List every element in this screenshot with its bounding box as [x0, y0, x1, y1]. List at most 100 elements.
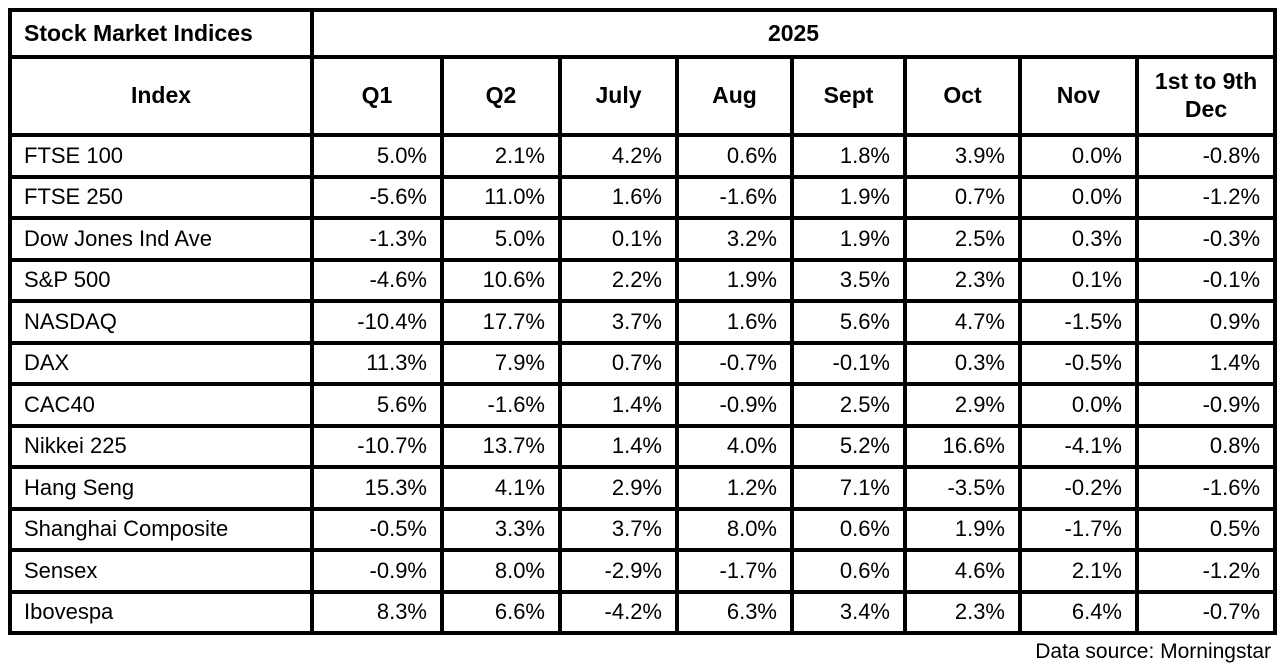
value-cell: 6.6%	[440, 589, 562, 635]
value-cell: -5.6%	[310, 174, 444, 220]
value-cell: 1.8%	[790, 133, 907, 179]
table-title: Stock Market Indices	[8, 8, 314, 59]
value-cell: -1.7%	[1018, 506, 1139, 552]
value-cell: 5.2%	[790, 423, 907, 469]
value-cell: 5.0%	[310, 133, 444, 179]
stock-indices-table: Stock Market Indices 2025 Index Q1 Q2 Ju…	[8, 8, 1278, 635]
value-cell: 16.6%	[903, 423, 1022, 469]
value-cell: 7.1%	[790, 465, 907, 511]
value-cell: 4.7%	[903, 299, 1022, 345]
value-cell: 6.3%	[675, 589, 794, 635]
index-name-cell: Dow Jones Ind Ave	[8, 216, 314, 262]
table-row: CAC40 5.6% -1.6% 1.4% -0.9% 2.5% 2.9% 0.0% -0.9%	[8, 382, 1278, 428]
index-name-cell: NASDAQ	[8, 299, 314, 345]
index-name-cell: FTSE 250	[8, 174, 314, 220]
value-cell: 2.1%	[440, 133, 562, 179]
table-head: Stock Market Indices 2025 Index Q1 Q2 Ju…	[8, 8, 1278, 137]
table-row: Dow Jones Ind Ave -1.3% 5.0% 0.1% 3.2% 1.9% 2.…	[8, 216, 1278, 262]
table-row: Sensex -0.9% 8.0% -2.9% -1.7% 0.6% 4.6% 2.1% -1.…	[8, 548, 1278, 594]
value-cell: 11.0%	[440, 174, 562, 220]
value-cell: 4.1%	[440, 465, 562, 511]
title-row: Stock Market Indices 2025	[8, 8, 1278, 59]
table-row: S&P 500 -4.6% 10.6% 2.2% 1.9% 3.5% 2.3% 0.1% -0.…	[8, 257, 1278, 303]
value-cell: 4.0%	[675, 423, 794, 469]
value-cell: -4.6%	[310, 257, 444, 303]
table-row: Hang Seng 15.3% 4.1% 2.9% 1.2% 7.1% -3.5% -0.2%…	[8, 465, 1278, 511]
value-cell: 2.2%	[558, 257, 679, 303]
value-cell: 0.0%	[1018, 382, 1139, 428]
column-header-q1: Q1	[310, 55, 444, 137]
value-cell: 0.6%	[790, 548, 907, 594]
value-cell: -4.2%	[558, 589, 679, 635]
value-cell: -1.6%	[1134, 465, 1278, 511]
index-name-cell: Sensex	[8, 548, 314, 594]
value-cell: -1.2%	[1134, 548, 1278, 594]
column-header-index: Index	[8, 55, 314, 137]
value-cell: -0.7%	[1134, 589, 1278, 635]
value-cell: 3.2%	[675, 216, 794, 262]
value-cell: 3.7%	[558, 299, 679, 345]
index-name-cell: Shanghai Composite	[8, 506, 314, 552]
column-header-aug: Aug	[675, 55, 794, 137]
value-cell: 3.5%	[790, 257, 907, 303]
value-cell: 2.5%	[790, 382, 907, 428]
value-cell: -1.2%	[1134, 174, 1278, 220]
value-cell: -0.9%	[1134, 382, 1278, 428]
value-cell: 8.0%	[440, 548, 562, 594]
value-cell: 0.9%	[1134, 299, 1278, 345]
value-cell: 0.3%	[903, 340, 1022, 386]
value-cell: -0.9%	[675, 382, 794, 428]
value-cell: 1.2%	[675, 465, 794, 511]
value-cell: -0.7%	[675, 340, 794, 386]
value-cell: -0.1%	[790, 340, 907, 386]
value-cell: 2.3%	[903, 257, 1022, 303]
table-row: Shanghai Composite -0.5% 3.3% 3.7% 8.0% 0.6% 1…	[8, 506, 1278, 552]
value-cell: 1.9%	[790, 174, 907, 220]
index-name-cell: Ibovespa	[8, 589, 314, 635]
value-cell: -0.9%	[310, 548, 444, 594]
value-cell: 0.7%	[558, 340, 679, 386]
value-cell: 0.6%	[675, 133, 794, 179]
value-cell: -1.6%	[675, 174, 794, 220]
value-cell: -10.7%	[310, 423, 444, 469]
value-cell: 5.6%	[790, 299, 907, 345]
value-cell: -1.7%	[675, 548, 794, 594]
column-header-nov: Nov	[1018, 55, 1139, 137]
value-cell: 1.9%	[675, 257, 794, 303]
value-cell: 5.6%	[310, 382, 444, 428]
value-cell: 5.0%	[440, 216, 562, 262]
column-header-dec: 1st to 9th Dec	[1134, 55, 1278, 137]
value-cell: 0.3%	[1018, 216, 1139, 262]
value-cell: 0.1%	[1018, 257, 1139, 303]
year-header: 2025	[309, 8, 1278, 59]
value-cell: -1.6%	[440, 382, 562, 428]
value-cell: 2.1%	[1018, 548, 1139, 594]
value-cell: 0.5%	[1134, 506, 1278, 552]
page: Stock Market Indices 2025 Index Q1 Q2 Ju…	[8, 8, 1278, 664]
value-cell: 1.4%	[558, 382, 679, 428]
column-header-q2: Q2	[440, 55, 562, 137]
value-cell: 2.3%	[903, 589, 1022, 635]
table-row: FTSE 250 -5.6% 11.0% 1.6% -1.6% 1.9% 0.7% 0.0% -…	[8, 174, 1278, 220]
column-header-sept: Sept	[790, 55, 907, 137]
value-cell: 0.1%	[558, 216, 679, 262]
table-row: FTSE 100 5.0% 2.1% 4.2% 0.6% 1.8% 3.9% 0.0% -0.8…	[8, 133, 1278, 179]
table-row: Nikkei 225 -10.7% 13.7% 1.4% 4.0% 5.2% 16.6% -4…	[8, 423, 1278, 469]
value-cell: -0.5%	[310, 506, 444, 552]
value-cell: 4.2%	[558, 133, 679, 179]
index-name-cell: DAX	[8, 340, 314, 386]
value-cell: 17.7%	[440, 299, 562, 345]
value-cell: -10.4%	[310, 299, 444, 345]
column-header-oct: Oct	[903, 55, 1022, 137]
value-cell: 13.7%	[440, 423, 562, 469]
data-source-note: Data source: Morningstar	[1035, 640, 1271, 663]
value-cell: -2.9%	[558, 548, 679, 594]
table-row: DAX 11.3% 7.9% 0.7% -0.7% -0.1% 0.3% -0.5% 1.4%	[8, 340, 1278, 386]
value-cell: 0.6%	[790, 506, 907, 552]
value-cell: -0.2%	[1018, 465, 1139, 511]
value-cell: 1.4%	[558, 423, 679, 469]
value-cell: 0.8%	[1134, 423, 1278, 469]
value-cell: 4.6%	[903, 548, 1022, 594]
value-cell: 1.6%	[675, 299, 794, 345]
index-name-cell: Hang Seng	[8, 465, 314, 511]
